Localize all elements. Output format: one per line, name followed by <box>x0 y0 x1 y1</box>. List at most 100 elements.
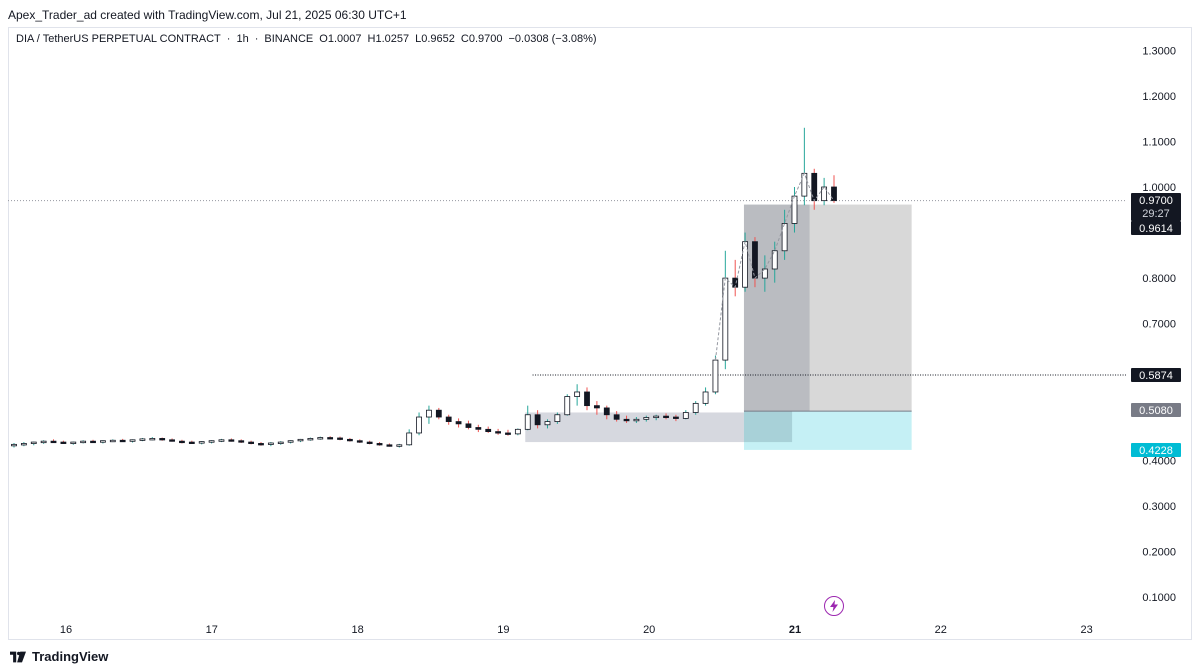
candle-body[interactable] <box>119 439 126 443</box>
candle-body[interactable] <box>139 438 146 441</box>
candle-body[interactable] <box>396 444 403 447</box>
candle-body[interactable] <box>40 440 47 444</box>
long-entry-shade[interactable] <box>743 204 810 412</box>
candle-body[interactable] <box>761 268 768 279</box>
candle-body[interactable] <box>277 441 284 444</box>
candle-body[interactable] <box>673 416 679 419</box>
candle-body[interactable] <box>248 441 255 444</box>
candle-body[interactable] <box>30 441 37 444</box>
footer-brand[interactable]: TradingView <box>10 649 108 664</box>
candle-body[interactable] <box>692 402 699 413</box>
candle-body[interactable] <box>682 412 689 419</box>
candle-body[interactable] <box>149 438 156 441</box>
candle-body[interactable] <box>416 416 422 434</box>
candle-body[interactable] <box>337 437 343 440</box>
candle-body[interactable] <box>208 440 215 443</box>
candle-body[interactable] <box>11 443 17 447</box>
candle-body[interactable] <box>327 437 334 440</box>
candle-body[interactable] <box>752 241 758 279</box>
candle-body[interactable] <box>495 431 501 434</box>
candle-body[interactable] <box>20 443 27 446</box>
candle-body[interactable] <box>584 391 590 407</box>
candle-body[interactable] <box>317 437 324 440</box>
price-tag-0-4228 <box>1131 443 1181 457</box>
candle-body[interactable] <box>505 432 511 435</box>
candle-body[interactable] <box>821 186 828 202</box>
candle-body[interactable] <box>564 396 571 416</box>
candle-body[interactable] <box>544 421 551 426</box>
candle-body[interactable] <box>574 391 581 397</box>
candle-body[interactable] <box>228 439 235 442</box>
trend-projection-line <box>714 171 835 361</box>
candle-body[interactable] <box>70 441 77 444</box>
candle-body[interactable] <box>791 195 798 224</box>
candle-body[interactable] <box>267 442 274 445</box>
tradingview-logo-icon <box>10 651 26 662</box>
candle-body[interactable] <box>485 428 492 433</box>
low-label: L <box>415 33 422 45</box>
candle-body[interactable] <box>109 439 116 443</box>
candle-body[interactable] <box>287 440 294 443</box>
candle-body[interactable] <box>159 438 166 441</box>
x-axis-tick-label: 21 <box>789 624 801 636</box>
candle-body[interactable] <box>169 439 175 442</box>
high-label: H <box>367 33 376 45</box>
candle-body[interactable] <box>593 405 600 409</box>
interval[interactable]: 1h <box>236 33 249 45</box>
candle-body[interactable] <box>475 427 482 430</box>
symbol-name[interactable]: DIA / TetherUS PERPETUAL CONTRACT <box>16 33 221 45</box>
candle-body[interactable] <box>60 441 67 444</box>
candle-body[interactable] <box>376 443 383 446</box>
candle-body[interactable] <box>238 440 245 443</box>
x-axis-tick-label: 16 <box>60 624 72 636</box>
candle-body[interactable] <box>663 415 669 419</box>
candle-body[interactable] <box>712 359 719 393</box>
candle-body[interactable] <box>366 441 373 444</box>
candle-body[interactable] <box>129 439 136 442</box>
accumulation-range[interactable] <box>525 412 744 443</box>
candle-body[interactable] <box>188 441 195 444</box>
candle-body[interactable] <box>435 409 442 418</box>
lightning-icon[interactable] <box>824 596 844 616</box>
candle-body[interactable] <box>198 441 205 444</box>
candle-body[interactable] <box>347 438 353 442</box>
candle-body[interactable] <box>426 409 432 418</box>
chart-frame <box>8 27 1192 640</box>
candle-body[interactable] <box>307 438 314 441</box>
x-axis-tick-label: 19 <box>497 624 509 636</box>
candle-body[interactable] <box>524 414 531 430</box>
candle-body[interactable] <box>633 418 640 422</box>
candle-body[interactable] <box>623 418 630 422</box>
candle-body[interactable] <box>603 407 610 416</box>
candle-body[interactable] <box>702 391 709 404</box>
candle-body[interactable] <box>534 414 541 426</box>
candle-body[interactable] <box>514 428 521 435</box>
open-value: 1.0007 <box>327 33 362 45</box>
candle-body[interactable] <box>445 416 452 422</box>
candle-body[interactable] <box>218 439 225 442</box>
candle-body[interactable] <box>258 443 264 446</box>
candle-body[interactable] <box>356 440 363 443</box>
price-tag-label: 0.9700 <box>1139 195 1173 207</box>
candle-body[interactable] <box>50 440 57 444</box>
candle-body[interactable] <box>771 250 778 270</box>
candle-body[interactable] <box>179 440 185 444</box>
candle-body[interactable] <box>100 440 106 443</box>
candle-body[interactable] <box>80 440 87 444</box>
candle-body[interactable] <box>613 414 620 420</box>
ohlc-high: H1.0257 <box>368 33 410 45</box>
candle-body[interactable] <box>643 417 650 420</box>
candle-body[interactable] <box>455 421 462 425</box>
candle-body[interactable] <box>781 223 788 252</box>
ohlc-low: L0.9652 <box>415 33 455 45</box>
exchange: BINANCE <box>264 33 314 45</box>
entry-overlap[interactable] <box>743 411 793 443</box>
candle-body[interactable] <box>386 444 393 447</box>
candle-body[interactable] <box>297 438 304 442</box>
candle-body[interactable] <box>653 415 660 419</box>
candle-body[interactable] <box>90 440 96 444</box>
candle-body[interactable] <box>465 423 472 428</box>
candle-body[interactable] <box>406 432 413 446</box>
candle-body[interactable] <box>554 414 561 422</box>
